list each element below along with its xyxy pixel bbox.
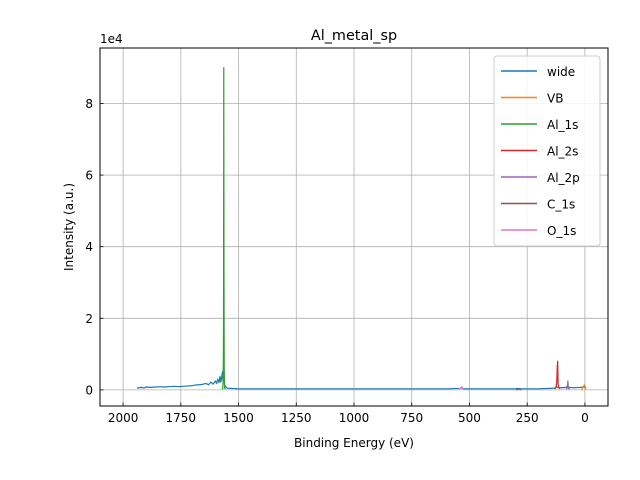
legend-box — [493, 55, 601, 247]
legend: wide VB Al_1s Al_2s Al_2p C_1s O_1s — [493, 55, 601, 247]
y-tick-label: 4 — [85, 240, 93, 254]
legend-label: O_1s — [547, 224, 576, 238]
x-tick-label: 250 — [516, 411, 539, 425]
y-scale-offset-label: 1e4 — [100, 32, 123, 46]
y-tick-label: 2 — [85, 312, 93, 326]
x-tick-label: 1750 — [166, 411, 197, 425]
legend-label: VB — [547, 92, 563, 106]
x-tick-label: 1250 — [281, 411, 312, 425]
series-line-vb — [580, 384, 587, 391]
x-tick-label: 750 — [400, 411, 423, 425]
legend-label: C_1s — [547, 198, 575, 212]
legend-label: Al_2p — [547, 171, 580, 185]
legend-label: wide — [547, 65, 575, 79]
series-layer — [136, 67, 587, 391]
series-line-al-2p — [565, 380, 570, 390]
x-tick-label: 1000 — [339, 411, 370, 425]
series-line-al-1s — [221, 67, 227, 390]
x-tick-label: 0 — [581, 411, 589, 425]
chart-title: Al_metal_sp — [311, 28, 397, 44]
y-tick-label: 0 — [85, 383, 93, 397]
x-tick-label: 2000 — [108, 411, 139, 425]
x-axis-label: Binding Energy (eV) — [294, 436, 414, 450]
y-tick-label: 8 — [85, 97, 93, 111]
y-axis-label: Intensity (a.u.) — [62, 183, 76, 271]
series-line-c-1s — [515, 388, 522, 391]
legend-label: Al_2s — [547, 145, 578, 159]
legend-label: Al_1s — [547, 118, 578, 132]
ticks: 2000 1750 1500 1250 1000 750 500 250 0 0 2 4 6 8 — [85, 97, 588, 425]
series-line-o-1s — [458, 386, 465, 390]
series-line-al-2s — [554, 360, 561, 390]
x-tick-label: 1500 — [223, 411, 254, 425]
x-tick-label: 500 — [458, 411, 481, 425]
y-tick-label: 6 — [85, 169, 93, 183]
